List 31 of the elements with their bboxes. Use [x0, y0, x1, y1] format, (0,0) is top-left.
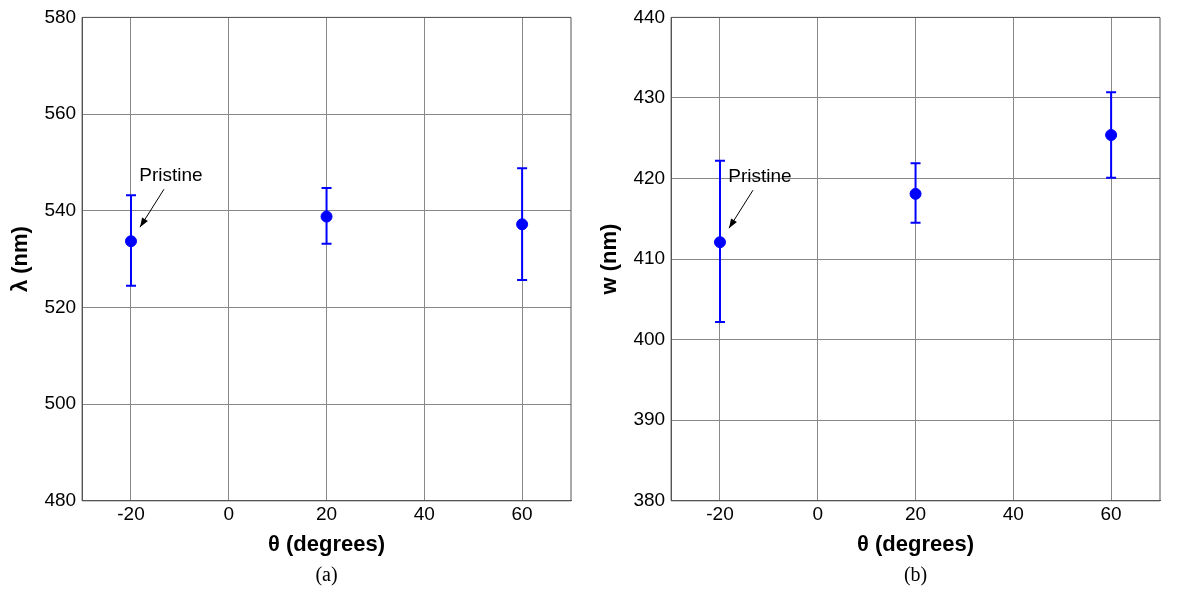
y-tick-label: 380: [633, 489, 666, 511]
x-axis-title: θ (degrees): [268, 530, 386, 556]
y-tick-label: 540: [44, 198, 77, 220]
y-tick-label: 400: [633, 327, 666, 349]
x-tick-label: -20: [706, 503, 734, 525]
y-tick-label: 500: [44, 392, 77, 414]
y-tick-label: 440: [633, 5, 666, 27]
x-tick-label: 60: [511, 503, 533, 525]
y-tick-label: 560: [44, 102, 77, 124]
annotation: Pristine: [139, 164, 203, 186]
x-tick-label: 20: [904, 503, 927, 525]
y-tick-label: 520: [44, 295, 77, 317]
y-tick-label: 410: [633, 247, 666, 269]
x-tick-label: 0: [223, 503, 235, 525]
y-axis-title: λ (nm): [7, 226, 33, 293]
x-tick-label: -20: [117, 503, 145, 525]
y-tick-label: 430: [633, 86, 666, 108]
text: (b): [903, 563, 928, 587]
x-tick-label: 40: [1002, 503, 1024, 525]
x-tick-label: 60: [1100, 503, 1122, 525]
y-tick-label: 480: [44, 489, 77, 511]
x-tick-label: 20: [315, 503, 338, 525]
annotation: Pristine: [728, 165, 792, 187]
y-axis-title: w (nm): [596, 223, 622, 296]
x-axis-title: θ (degrees): [857, 530, 975, 556]
text: (a): [315, 563, 338, 587]
x-tick-label: 0: [812, 503, 824, 525]
x-tick-label: 40: [413, 503, 435, 525]
y-tick-label: 420: [633, 166, 666, 188]
y-tick-label: 580: [44, 5, 77, 27]
y-tick-label: 390: [633, 408, 666, 430]
